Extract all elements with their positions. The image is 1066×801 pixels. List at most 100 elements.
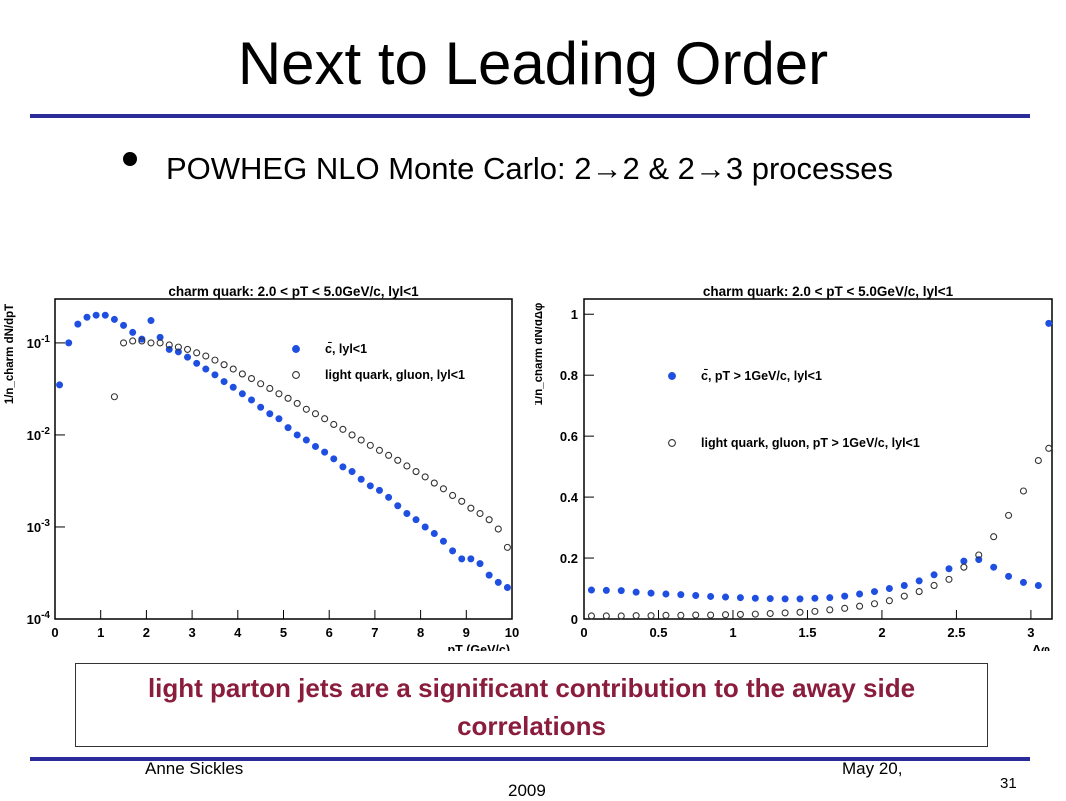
charm-point: [439, 537, 447, 545]
charm-point: [900, 581, 908, 589]
light-quark-point: [885, 597, 893, 605]
light-quark-point: [385, 451, 393, 459]
charm-point: [796, 595, 804, 603]
chart-title: charm quark: 2.0 < pT < 5.0GeV/c, lyl<1: [703, 284, 954, 299]
charm-point: [120, 321, 128, 329]
charm-point: [602, 586, 610, 594]
x-tick-label: 0: [580, 625, 587, 640]
light-quark-point: [766, 609, 774, 618]
y-tick-label: 10-3: [27, 518, 51, 535]
bullet-text: POWHEG NLO Monte Carlo: 2→2 & 2→3 proces…: [166, 151, 894, 186]
light-quark-point: [975, 551, 983, 559]
x-tick-label: 1: [729, 625, 736, 640]
x-axis-label: pT (GeV/c): [447, 643, 510, 651]
charm-point: [394, 502, 402, 510]
charm-point: [184, 353, 192, 361]
light-quark-point: [229, 365, 237, 373]
light-quark-point: [930, 581, 938, 590]
x-tick-label: 2: [143, 625, 150, 640]
charm-point: [1005, 572, 1013, 580]
light-quark-point: [394, 456, 402, 464]
light-quark-point: [357, 436, 365, 444]
charm-point: [826, 594, 834, 602]
charm-point: [339, 463, 347, 471]
light-quark-point: [147, 339, 155, 347]
light-quark-point: [467, 504, 475, 512]
legend-marker-icon: [668, 372, 676, 380]
charm-point: [692, 592, 700, 600]
x-tick-label: 3: [188, 625, 195, 640]
charm-point: [722, 593, 730, 601]
light-quark-point: [421, 473, 429, 481]
charm-point: [202, 365, 210, 373]
light-quark-point: [736, 610, 744, 618]
charm-point: [915, 577, 923, 585]
light-quark-point: [348, 431, 356, 439]
light-quark-point: [870, 600, 879, 608]
charm-point: [494, 578, 502, 586]
x-tick-label: 5: [280, 625, 287, 640]
light-quark-point: [781, 609, 789, 617]
charm-point: [476, 560, 484, 568]
charm-point: [587, 586, 595, 594]
charm-point: [458, 555, 466, 563]
x-tick-label: 2.5: [947, 625, 965, 640]
y-tick-label: 10-1: [27, 334, 51, 351]
charm-point: [302, 436, 310, 444]
light-quark-point: [1019, 487, 1028, 495]
x-tick-label: 4: [234, 625, 242, 640]
charm-point: [449, 547, 457, 555]
charm-point: [56, 381, 64, 389]
charm-point: [238, 390, 246, 398]
charm-point: [885, 585, 893, 593]
light-quark-point: [311, 410, 320, 418]
y-tick-label: 1: [571, 307, 578, 322]
charm-point: [321, 448, 329, 456]
plot-frame: [54, 298, 513, 620]
charm-point: [211, 371, 219, 379]
charm-point: [357, 475, 365, 483]
charm-point: [766, 595, 774, 603]
light-quark-point: [403, 462, 411, 470]
y-tick-label: 10-4: [27, 610, 51, 627]
y-tick-label: 0.2: [560, 551, 578, 566]
light-quark-point: [458, 497, 466, 505]
charm-point: [945, 565, 953, 573]
charm-point: [403, 510, 411, 518]
y-tick-label: 0: [571, 612, 578, 627]
light-quark-point: [138, 337, 146, 345]
charm-point: [330, 455, 338, 463]
light-quark-point: [330, 420, 338, 429]
light-quark-point: [707, 611, 715, 619]
light-quark-point: [412, 468, 420, 476]
light-quark-point: [796, 608, 804, 616]
charm-point: [617, 587, 625, 595]
charm-point: [229, 383, 237, 391]
charm-point: [83, 313, 91, 321]
light-quark-point: [183, 345, 192, 353]
light-quark-point: [587, 612, 595, 620]
charm-point: [421, 523, 429, 531]
x-tick-label: 8: [417, 625, 424, 640]
light-quark-point: [841, 604, 849, 612]
charm-point: [284, 424, 292, 432]
x-tick-label: 7: [371, 625, 378, 640]
charm-point: [930, 571, 938, 579]
x-tick-label: 9: [463, 625, 470, 640]
light-quark-point: [449, 491, 457, 500]
charm-point: [129, 328, 137, 336]
light-quark-point: [662, 611, 670, 619]
light-quark-point: [375, 446, 384, 454]
charm-point: [193, 359, 201, 367]
footer-date: May 20,: [842, 759, 903, 778]
delta-phi-plot: 0 0.5 1 1.5 2 2.5 3 0 0.2 0.4 0.6 0.8 1 charm quark: …: [535, 284, 1053, 651]
charm-point: [110, 315, 118, 323]
legend-marker-icon: [668, 439, 676, 447]
light-quark-point: [430, 479, 438, 487]
charm-point: [266, 410, 274, 418]
chart-title: charm quark: 2.0 < pT < 5.0GeV/c, lyl<1: [168, 284, 419, 299]
light-quark-point: [238, 370, 246, 378]
light-quark-point: [174, 343, 182, 351]
light-quark-point: [165, 341, 173, 349]
callout-text: light parton jets are a significant cont…: [147, 673, 916, 741]
